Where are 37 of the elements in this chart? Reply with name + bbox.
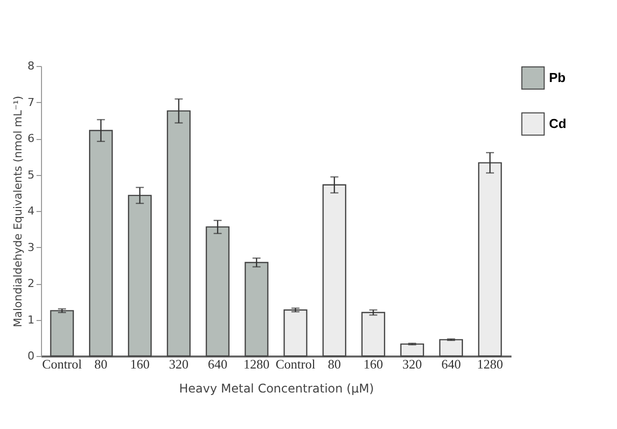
bar	[166, 110, 191, 357]
y-tick-label: 1	[28, 313, 34, 326]
x-tick-label: 1280	[476, 356, 503, 372]
y-tick-label: 5	[28, 168, 34, 182]
x-tick-label: Control	[42, 356, 82, 372]
bar	[400, 343, 424, 357]
x-tick-label: 160	[130, 356, 150, 372]
y-tick-label: 0	[28, 350, 34, 362]
legend-label: Pb	[549, 70, 566, 85]
y-tick-label: 2	[28, 277, 34, 290]
bar	[439, 339, 463, 357]
y-tick-label: 7	[28, 96, 34, 109]
legend-label: Cd	[549, 116, 566, 131]
bar	[361, 312, 386, 357]
bar	[206, 226, 230, 357]
y-tick-label: 8	[28, 60, 34, 72]
x-tick-label: 80	[328, 356, 341, 372]
bar	[284, 309, 308, 357]
x-tick-label: 320	[402, 356, 422, 372]
bar	[322, 184, 346, 357]
y-tick-label: 6	[28, 132, 34, 145]
y-tick-label: 3	[28, 240, 34, 254]
x-tick-label: 80	[94, 356, 108, 372]
x-tick-label: 640	[441, 356, 461, 372]
x-tick-label: 640	[208, 356, 228, 372]
x-tick-label: 160	[364, 356, 384, 372]
y-axis-title: Malondialdehyde Equivalents (nmol mL⁻¹)	[12, 96, 24, 328]
bar	[89, 130, 113, 357]
bar	[478, 162, 502, 357]
x-axis-title: Heavy Metal Concentration (µM)	[179, 382, 374, 396]
x-tick-label: 320	[168, 356, 188, 372]
y-tick-label: 4	[28, 204, 34, 218]
x-tick-label: Control	[276, 356, 316, 372]
x-tick-label: 1280	[244, 356, 270, 372]
bar	[50, 310, 74, 357]
bar	[244, 262, 268, 357]
bar	[128, 194, 152, 357]
